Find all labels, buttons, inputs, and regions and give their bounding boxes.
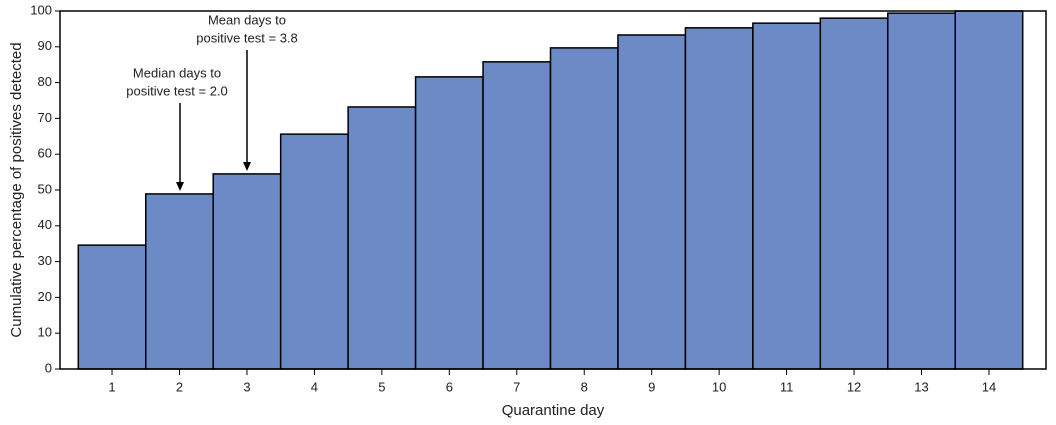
x-tick-label: 7	[513, 379, 520, 394]
x-tick-label: 1	[108, 379, 115, 394]
x-tick-label: 6	[446, 379, 453, 394]
x-tick-label: 13	[914, 379, 928, 394]
y-tick-label: 0	[45, 360, 52, 375]
bar	[819, 17, 889, 370]
x-tick-label: 12	[847, 379, 861, 394]
x-tick-label: 8	[581, 379, 588, 394]
bar	[212, 173, 282, 370]
bar	[279, 133, 349, 370]
x-tick-label: 10	[712, 379, 726, 394]
x-tick-label: 11	[780, 379, 794, 394]
y-axis-title: Cumulative percentage of positives detec…	[8, 42, 25, 337]
bar	[482, 61, 552, 370]
y-tick-label: 70	[38, 110, 52, 125]
arrow-head	[243, 162, 251, 171]
bar	[549, 47, 619, 370]
bar	[347, 106, 417, 370]
y-tick-label: 80	[38, 74, 52, 89]
x-axis-title: Quarantine day	[502, 402, 605, 419]
annotation: positive test = 2.0	[126, 83, 228, 98]
x-tick-label: 14	[982, 379, 996, 394]
bar	[684, 27, 754, 370]
plot-frame	[59, 10, 1047, 370]
x-tick-label: 4	[311, 379, 318, 394]
y-tick-label: 30	[38, 253, 52, 268]
arrow-head	[176, 182, 184, 191]
y-tick-label: 10	[38, 325, 52, 340]
bar	[617, 34, 687, 370]
y-tick-label: 100	[30, 2, 52, 17]
bar	[954, 10, 1024, 370]
bar	[887, 12, 956, 370]
y-tick-label: 20	[38, 289, 52, 304]
bar	[77, 244, 147, 370]
bar	[752, 22, 822, 370]
x-tick-label: 3	[243, 379, 250, 394]
annotation: Median days to	[133, 65, 221, 80]
y-tick-label: 40	[38, 217, 52, 232]
x-tick-label: 9	[648, 379, 655, 394]
x-tick-label: 2	[176, 379, 183, 394]
bar	[414, 76, 484, 370]
annotation: Mean days to	[208, 12, 286, 27]
y-tick-label: 60	[38, 146, 52, 161]
x-tick-label: 5	[378, 379, 385, 394]
annotation: positive test = 3.8	[196, 30, 298, 45]
y-tick-label: 50	[38, 181, 52, 196]
y-tick-label: 90	[38, 38, 52, 53]
bar	[145, 193, 214, 370]
